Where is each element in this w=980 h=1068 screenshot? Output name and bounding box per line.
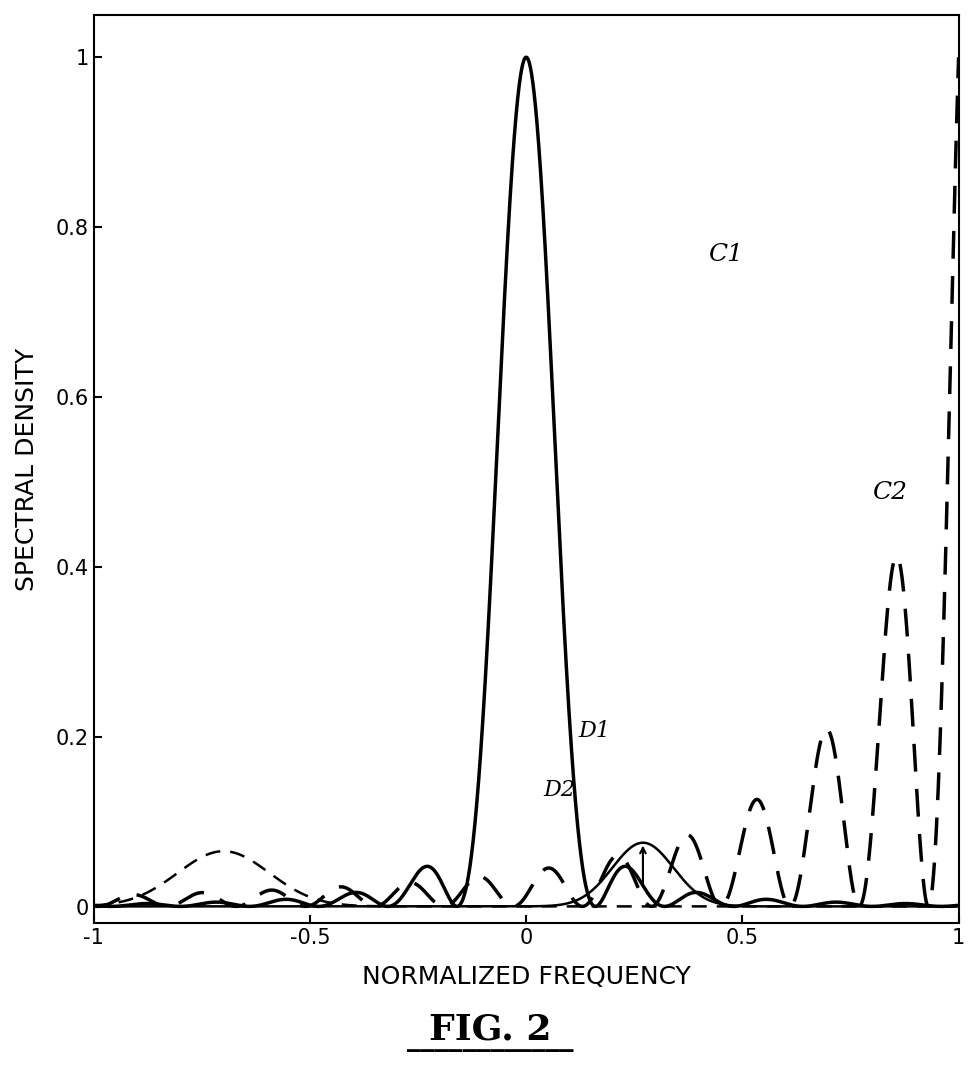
Text: D1: D1 (578, 720, 610, 741)
Text: C1: C1 (708, 244, 743, 266)
X-axis label: NORMALIZED FREQUENCY: NORMALIZED FREQUENCY (362, 964, 690, 989)
Y-axis label: SPECTRAL DENSITY: SPECTRAL DENSITY (15, 348, 39, 591)
Text: C2: C2 (872, 481, 907, 504)
Text: D2: D2 (543, 779, 575, 801)
Text: ____________: ____________ (407, 1025, 573, 1052)
Text: FIG. 2: FIG. 2 (429, 1012, 551, 1047)
